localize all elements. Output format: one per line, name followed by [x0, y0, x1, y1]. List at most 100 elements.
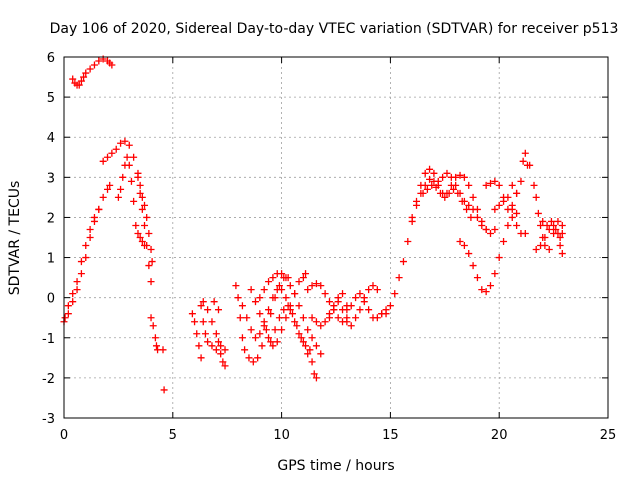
series-arc-09	[197, 302, 229, 354]
series-arc-03	[69, 55, 116, 89]
data-point	[343, 318, 351, 326]
data-point	[86, 234, 94, 241]
data-point	[334, 298, 342, 306]
data-point	[399, 258, 407, 266]
data-point	[80, 73, 88, 81]
data-point	[317, 350, 325, 358]
data-point	[532, 193, 540, 201]
series-arc-15	[256, 270, 325, 358]
series-arc-29	[532, 221, 566, 258]
data-point	[295, 278, 303, 286]
data-point	[141, 242, 149, 250]
data-point	[413, 197, 421, 205]
data-point	[193, 330, 201, 338]
data-point	[104, 153, 112, 161]
data-point	[556, 234, 564, 241]
data-point	[273, 338, 281, 346]
y-tick-label: 5	[47, 91, 55, 106]
data-point	[421, 169, 429, 177]
data-point	[282, 294, 290, 302]
y-tick-label: 0	[47, 292, 55, 307]
data-point	[199, 318, 207, 326]
data-point	[508, 181, 516, 189]
series-arc-10	[199, 298, 229, 370]
data-point	[456, 171, 464, 179]
data-point	[308, 334, 316, 342]
data-point	[114, 193, 122, 201]
y-axis-label: SDTVAR / TECUs	[7, 181, 23, 296]
data-point	[541, 234, 549, 241]
data-point	[247, 326, 255, 334]
data-point	[152, 342, 160, 350]
data-point	[117, 139, 125, 147]
data-point	[291, 290, 299, 298]
x-tick-label: 15	[382, 428, 399, 443]
data-point	[482, 225, 490, 233]
data-point	[439, 173, 447, 181]
data-point	[352, 314, 360, 322]
y-tick-label: -2	[42, 372, 55, 387]
data-point	[419, 189, 427, 197]
data-point	[69, 290, 77, 298]
data-point	[254, 354, 262, 362]
data-point	[530, 181, 538, 189]
series-arc-05	[114, 153, 149, 250]
data-point	[295, 302, 303, 310]
data-point	[404, 238, 412, 246]
data-point	[382, 310, 390, 318]
data-point	[519, 157, 527, 165]
data-point	[82, 242, 90, 250]
data-point	[465, 250, 473, 258]
data-point	[504, 221, 512, 229]
data-point	[90, 61, 98, 69]
data-point	[486, 282, 494, 290]
data-point	[125, 161, 133, 169]
data-point	[245, 354, 253, 362]
y-tick-label: 4	[47, 131, 55, 146]
series-arc-27	[508, 149, 534, 197]
data-point	[302, 342, 310, 350]
data-point	[547, 217, 555, 225]
data-point	[558, 229, 566, 237]
series-arc-25	[482, 177, 529, 237]
data-point	[500, 197, 508, 205]
y-axis: -3 -2 -1 0 1 2 3 4 5 6	[42, 51, 608, 427]
data-point	[267, 338, 275, 346]
data-point	[260, 286, 268, 294]
data-point	[482, 181, 490, 189]
data-point	[312, 318, 320, 326]
data-point	[221, 362, 229, 370]
data-point	[195, 342, 203, 350]
data-point	[269, 274, 277, 282]
data-point	[302, 270, 310, 278]
data-point	[304, 286, 312, 294]
data-point	[521, 229, 529, 237]
data-point	[310, 370, 318, 378]
data-point	[463, 205, 471, 213]
data-point	[508, 201, 516, 209]
data-point	[214, 306, 222, 314]
data-point	[271, 326, 279, 334]
data-point	[64, 310, 72, 318]
data-point	[214, 338, 222, 346]
data-point	[486, 179, 494, 187]
data-point	[123, 153, 131, 161]
data-point	[299, 314, 307, 322]
data-point	[312, 342, 320, 350]
data-point	[141, 221, 149, 229]
data-point	[343, 306, 351, 314]
data-point	[532, 246, 540, 254]
data-point	[286, 282, 294, 290]
data-point	[197, 354, 205, 362]
data-point	[330, 306, 338, 314]
series-arc-18	[308, 290, 351, 330]
chart-title: Day 106 of 2020, Sidereal Day-to-day VTE…	[50, 21, 619, 37]
data-point	[304, 350, 312, 358]
data-point	[365, 306, 373, 314]
data-point	[308, 358, 316, 366]
data-point	[99, 157, 107, 165]
data-point	[256, 294, 264, 302]
data-point	[258, 342, 266, 350]
data-point	[247, 286, 255, 294]
